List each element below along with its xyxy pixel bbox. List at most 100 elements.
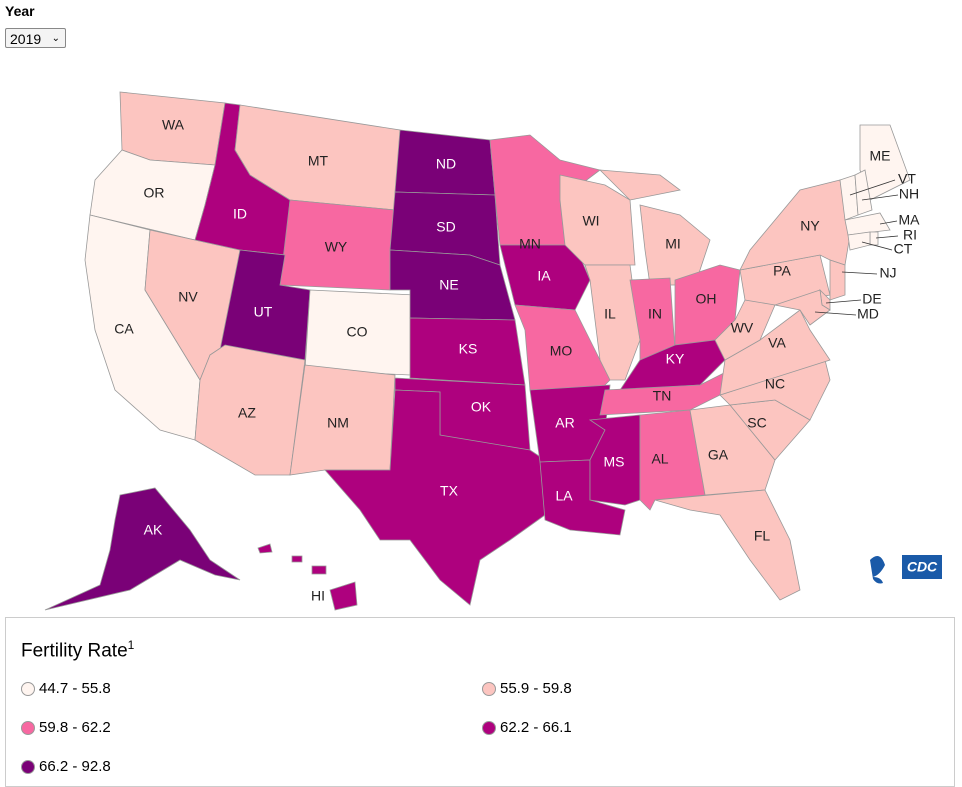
state-label: MT bbox=[308, 153, 329, 169]
state-label: HI bbox=[311, 588, 325, 604]
legend-item: 62.2 - 66.1 bbox=[482, 719, 572, 736]
legend-swatch bbox=[482, 681, 496, 696]
state-label: KS bbox=[459, 341, 478, 357]
state-label: CT bbox=[894, 241, 913, 257]
legend-item: 66.2 - 92.8 bbox=[21, 758, 111, 775]
state-label: NH bbox=[899, 186, 919, 202]
year-value: 2019 bbox=[10, 31, 42, 47]
state bbox=[869, 231, 879, 246]
state-label: SC bbox=[747, 415, 766, 431]
legend-title-text: Fertility Rate bbox=[21, 640, 128, 662]
state bbox=[829, 259, 846, 301]
legend-swatch bbox=[21, 720, 35, 735]
state bbox=[844, 212, 891, 236]
state-label: ID bbox=[233, 206, 247, 222]
state-label: NE bbox=[439, 277, 458, 293]
state-label: NY bbox=[800, 218, 820, 234]
year-select[interactable]: 2019 ⌄ bbox=[5, 28, 66, 48]
state-label: UT bbox=[254, 304, 273, 320]
leader-line bbox=[875, 235, 899, 239]
state-label: OR bbox=[144, 185, 165, 201]
state-label: ME bbox=[870, 148, 891, 164]
state-label: VT bbox=[898, 171, 916, 187]
state-label: FL bbox=[754, 528, 771, 544]
legend-label: 59.8 - 62.2 bbox=[39, 719, 111, 736]
state-label: PA bbox=[773, 263, 791, 279]
state-label: TX bbox=[440, 483, 459, 499]
legend: Fertility Rate1 44.7 - 55.8 55.9 - 59.8 59… bbox=[5, 617, 955, 787]
legend-item: 44.7 - 55.8 bbox=[21, 680, 111, 697]
state-label: MS bbox=[604, 454, 625, 470]
state bbox=[773, 289, 831, 326]
state-label: NJ bbox=[879, 265, 896, 281]
state bbox=[847, 231, 871, 251]
state-label: NM bbox=[327, 415, 349, 431]
state-label: AZ bbox=[238, 405, 256, 421]
state-label: WA bbox=[162, 117, 185, 133]
state-label: CA bbox=[114, 321, 134, 337]
state bbox=[324, 389, 546, 606]
leader-line bbox=[825, 299, 862, 304]
state-label: RI bbox=[903, 227, 917, 243]
legend-label: 44.7 - 55.8 bbox=[39, 680, 111, 697]
footnote-mark: 1 bbox=[127, 638, 135, 652]
state bbox=[194, 344, 306, 476]
state bbox=[499, 244, 591, 311]
legend-item: 59.8 - 62.2 bbox=[21, 719, 111, 736]
state-label: OK bbox=[471, 399, 492, 415]
state-label: DE bbox=[862, 291, 881, 307]
state bbox=[854, 169, 873, 216]
state-label: TN bbox=[653, 388, 672, 404]
state bbox=[584, 264, 641, 381]
cdc-logo: CDC bbox=[870, 555, 942, 584]
state-label: NC bbox=[765, 376, 785, 392]
state-label: AL bbox=[651, 451, 668, 467]
state bbox=[44, 487, 241, 611]
year-label: Year bbox=[5, 3, 35, 19]
state-label: GA bbox=[708, 447, 729, 463]
state bbox=[859, 124, 911, 201]
state-label: SD bbox=[436, 219, 455, 235]
state-label: WI bbox=[582, 213, 599, 229]
leader-line bbox=[861, 194, 899, 201]
state-label: MA bbox=[899, 212, 921, 228]
state-label: OH bbox=[696, 291, 717, 307]
state-label: ND bbox=[436, 156, 456, 172]
state-label: KY bbox=[666, 351, 685, 367]
state-label: MD bbox=[857, 306, 879, 322]
legend-swatch bbox=[21, 681, 35, 696]
state-label: MO bbox=[550, 343, 573, 359]
state-label: AR bbox=[555, 415, 574, 431]
logo-text: CDC bbox=[907, 559, 938, 575]
legend-label: 66.2 - 92.8 bbox=[39, 758, 111, 775]
state bbox=[654, 489, 801, 601]
state-label: WV bbox=[731, 320, 754, 336]
leader-line bbox=[849, 179, 896, 196]
state-label: IN bbox=[648, 306, 662, 322]
state bbox=[257, 543, 358, 611]
state-label: VA bbox=[768, 335, 786, 351]
state-label: IA bbox=[537, 268, 551, 284]
leader-line bbox=[814, 311, 857, 316]
state-label: WY bbox=[325, 239, 348, 255]
legend-item: 55.9 - 59.8 bbox=[482, 680, 572, 697]
legend-label: 55.9 - 59.8 bbox=[500, 680, 572, 697]
state-label: IL bbox=[604, 306, 616, 322]
state-label: MN bbox=[519, 236, 541, 252]
legend-swatch bbox=[482, 720, 496, 735]
state-label: LA bbox=[555, 488, 573, 504]
leader-line bbox=[861, 241, 893, 251]
legend-swatch bbox=[21, 759, 35, 774]
state bbox=[689, 404, 776, 496]
state-label: MI bbox=[665, 236, 681, 252]
state-label: CO bbox=[347, 324, 368, 340]
legend-label: 62.2 - 66.1 bbox=[500, 719, 572, 736]
map: WA OR CA NV ID MT WY UT CO AZ NM ND SD NE KS OK TX MN IA MO… bbox=[44, 91, 942, 611]
leader-line bbox=[841, 271, 878, 275]
state bbox=[739, 179, 851, 271]
leader-line bbox=[879, 220, 898, 225]
state-label: NV bbox=[178, 289, 198, 305]
state-label: AK bbox=[144, 522, 163, 538]
legend-title: Fertility Rate1 bbox=[21, 638, 134, 662]
